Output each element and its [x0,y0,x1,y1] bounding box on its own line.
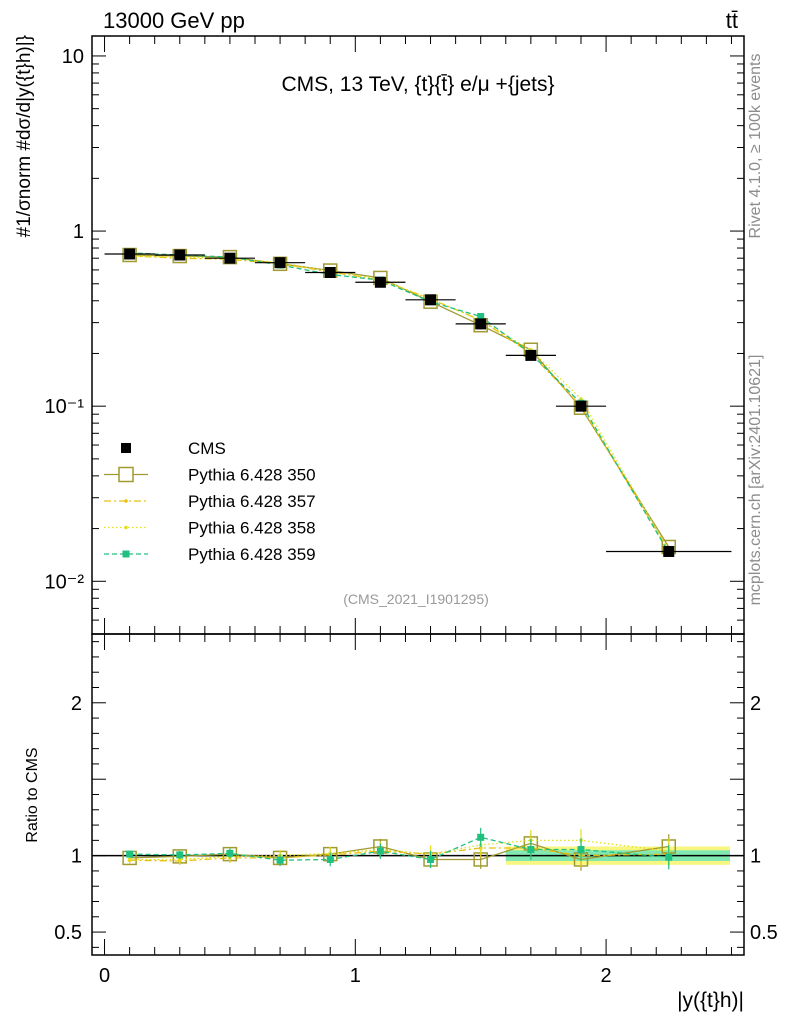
cms-data-point [224,252,236,264]
analysis-watermark: (CMS_2021_I1901295) [343,591,489,607]
cms-data-point [525,349,537,361]
cms-data-point [124,248,136,260]
ratio-point-p359 [577,846,585,854]
ratio-panel-frame [91,633,745,956]
ratio-point-p358 [127,857,132,862]
ratio-panel-curves [122,827,677,871]
x-tick-label: 1 [350,965,361,987]
legend-label-data: CMS [188,439,226,458]
legend-marker-p350 [118,466,134,483]
cms-data-point [575,400,587,412]
ratio-point-p359 [376,847,384,855]
ratio-point-p359 [126,850,134,858]
ratio-point-p359 [665,853,673,861]
cms-data-point [425,294,437,306]
ratio-point-p359 [176,851,184,859]
ratio-point-p359 [226,849,234,857]
legend-label-p350: Pythia 6.428 350 [188,466,316,485]
main-point-p359 [477,313,485,321]
main-panel-curves [104,247,732,557]
ratio-y-tick-label-right: 0.5 [750,922,778,944]
main-y-tick-label: 10⁻¹ [45,396,85,418]
ratio-y-tick-label: 2 [71,693,82,715]
ratio-point-p359 [477,833,485,841]
main-y-axis-label: #1/σnorm #dσ/d|y({t}h)|} [14,35,35,237]
process-label: tt̄ [726,8,738,33]
legend-marker-p359 [122,550,130,558]
ratio-point-p359 [276,856,284,864]
legend-label-p357: Pythia 6.428 357 [188,492,316,511]
ratio-y-axis-label: Ratio to CMS [24,747,41,842]
main-y-tick-label: 1 [73,221,84,243]
energy-label: 13000 GeV pp [103,8,245,33]
axis-ticks: 10⁻² 10⁻¹ 1 10 0 1 2 0.5 0.5 1 1 2 2 [45,36,778,987]
mcplots-label: mcplots.cern.ch [arXiv:2401.10621] [747,355,764,606]
cms-data-point [324,266,336,278]
cms-data-point [274,257,286,269]
ratio-y-tick-label-right: 2 [750,693,761,715]
ratio-y-tick-label-right: 1 [750,846,761,868]
legend: CMS Pythia 6.428 350 Pythia 6.428 357 Pythi… [104,439,316,564]
ratio-y-tick-label: 0.5 [54,922,82,944]
x-axis-label: |y({t}h)| [677,989,744,1012]
legend-marker-p357 [124,499,128,503]
legend-label-p358: Pythia 6.428 358 [188,519,316,538]
cms-data-point [174,249,186,261]
legend-marker-p358 [124,525,128,530]
cms-data-point [663,545,675,557]
x-tick-label: 0 [99,965,110,987]
ratio-point-p359 [427,855,435,863]
ratio-point-p359 [527,846,535,854]
ratio-point-p358 [177,857,182,862]
main-y-tick-label: 10 [62,46,84,68]
legend-label-p359: Pythia 6.428 359 [188,545,316,564]
main-y-tick-label: 10⁻² [45,571,85,593]
legend-marker-cms [121,443,131,453]
ratio-y-tick-label: 1 [71,846,82,868]
plot-title: CMS, 13 TeV, {t}{t̄} e/μ +{jets} [281,73,554,96]
cms-data-point [374,276,386,288]
cms-data-point [475,318,487,330]
rivet-label: Rivet 4.1.0, ≥ 100k events [747,54,764,239]
ratio-point-p359 [326,855,334,863]
x-tick-label: 2 [601,965,612,987]
